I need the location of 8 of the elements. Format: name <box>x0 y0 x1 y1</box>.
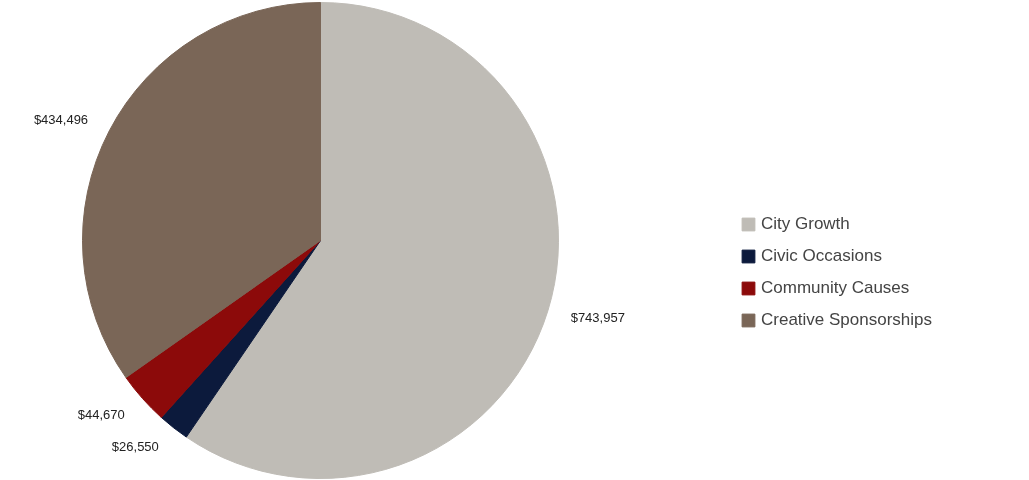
legend-label: City Growth <box>761 214 850 234</box>
legend-label: Creative Sponsorships <box>761 310 933 330</box>
legend-label: Community Causes <box>761 278 910 298</box>
data-label: $434,496 <box>33 112 89 128</box>
data-label: $26,550 <box>111 438 159 454</box>
data-label: $44,670 <box>77 406 125 422</box>
legend-label: Civic Occasions <box>761 246 882 266</box>
data-label: $743,957 <box>570 310 625 326</box>
